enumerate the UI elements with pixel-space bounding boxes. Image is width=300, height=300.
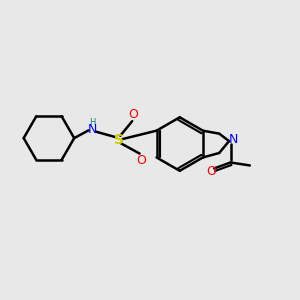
Text: S: S [114, 133, 124, 147]
Text: O: O [206, 165, 216, 178]
Text: N: N [87, 123, 97, 136]
Text: O: O [136, 154, 146, 167]
Text: H: H [89, 118, 95, 127]
Text: O: O [129, 108, 139, 121]
Text: N: N [229, 133, 238, 146]
